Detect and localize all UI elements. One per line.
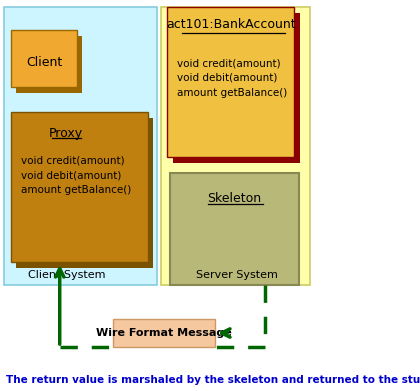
Text: void credit(amount)
void debit(amount)
amount getBalance(): void credit(amount) void debit(amount) a… xyxy=(21,155,131,195)
Text: Server System: Server System xyxy=(197,270,278,280)
FancyBboxPatch shape xyxy=(167,7,294,157)
FancyBboxPatch shape xyxy=(16,118,153,268)
Text: Client: Client xyxy=(26,56,62,68)
FancyBboxPatch shape xyxy=(170,173,299,285)
FancyBboxPatch shape xyxy=(4,7,157,285)
Text: Proxy: Proxy xyxy=(49,127,83,140)
FancyBboxPatch shape xyxy=(160,7,310,285)
Text: act101:BankAccount: act101:BankAccount xyxy=(166,18,296,32)
FancyBboxPatch shape xyxy=(11,112,148,262)
FancyBboxPatch shape xyxy=(16,36,82,93)
FancyBboxPatch shape xyxy=(113,319,215,347)
Text: Client System: Client System xyxy=(29,270,106,280)
Text: Wire Format Message: Wire Format Message xyxy=(96,328,232,338)
FancyBboxPatch shape xyxy=(11,30,77,87)
FancyBboxPatch shape xyxy=(173,13,300,163)
Text: void credit(amount)
void debit(amount)
amount getBalance(): void credit(amount) void debit(amount) a… xyxy=(177,58,287,98)
Text: The return value is marshaled by the skeleton and returned to the stub.: The return value is marshaled by the ske… xyxy=(6,375,420,385)
Text: Skeleton: Skeleton xyxy=(207,192,262,204)
